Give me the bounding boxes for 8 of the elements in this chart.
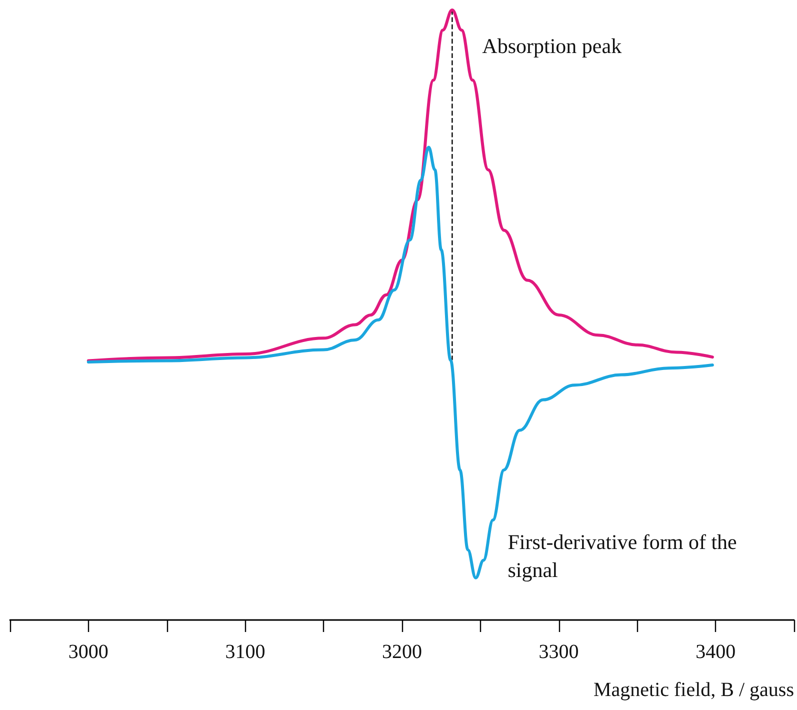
x-tick-label: 3100 bbox=[225, 641, 266, 663]
x-tick-label: 3300 bbox=[538, 641, 579, 663]
x-tick-label: 3200 bbox=[382, 641, 422, 663]
x-axis-title: Magnetic field, B / gauss bbox=[593, 679, 794, 701]
annotation: Absorption peak bbox=[482, 34, 622, 58]
annotation: First-derivative form of the signal bbox=[508, 530, 742, 582]
x-tick-label: 3000 bbox=[68, 641, 108, 663]
x-tick-label: 3400 bbox=[696, 641, 736, 663]
